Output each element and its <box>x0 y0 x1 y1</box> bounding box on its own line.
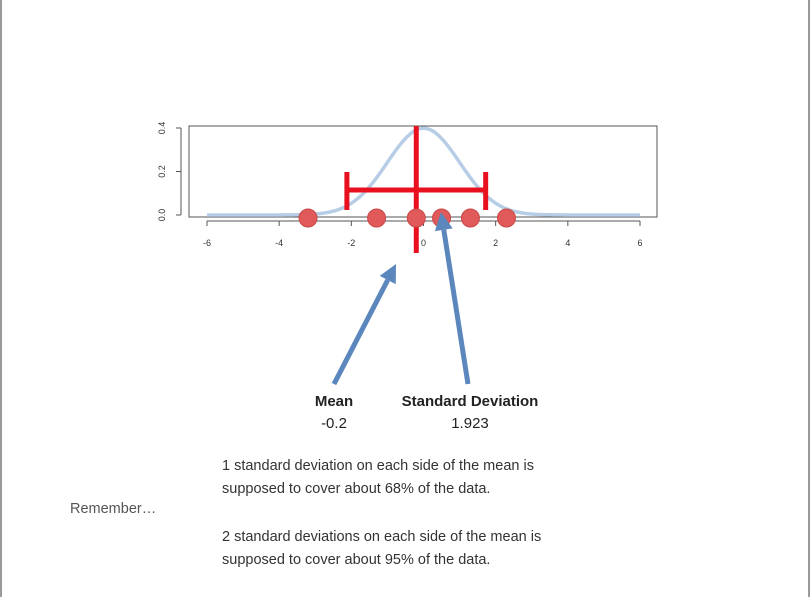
plot-frame <box>188 125 658 218</box>
x-tick-label: 2 <box>493 238 498 248</box>
x-tick-label: 4 <box>565 238 570 248</box>
density-curve <box>207 126 640 217</box>
x-tick-label: -2 <box>347 238 355 248</box>
data-point <box>406 208 426 228</box>
x-tick-label: 0 <box>421 238 426 248</box>
sd-label: Standard Deviation <box>401 393 539 410</box>
data-point <box>367 208 387 228</box>
sd-arrow-shaft <box>441 229 471 385</box>
mean-value: -0.2 <box>321 415 347 432</box>
rule-95-text: 2 standard deviations on each side of th… <box>222 526 541 572</box>
rule-68-line-1: 1 standard deviation on each side of the… <box>222 458 534 474</box>
y-tick-label: 0.2 <box>157 165 167 178</box>
sd-value: 1.923 <box>451 415 489 432</box>
y-tick-label: 0.4 <box>157 122 167 135</box>
rule-95-line-2: supposed to cover about 95% of the data. <box>222 552 491 568</box>
x-tick-label: -4 <box>275 238 283 248</box>
rule-68-text: 1 standard deviation on each side of the… <box>222 455 534 501</box>
rule-95-line-1: 2 standard deviations on each side of th… <box>222 529 542 545</box>
data-point <box>298 208 318 228</box>
mean-arrow-shaft <box>331 278 390 386</box>
remember-label: Remember… <box>70 501 157 517</box>
x-tick-label: -6 <box>203 238 211 248</box>
y-tick-label: 0.0 <box>157 209 167 222</box>
sd-arrow-head <box>434 212 453 232</box>
mean-arrow-head <box>379 264 396 285</box>
mean-label: Mean <box>314 393 354 410</box>
data-point <box>496 208 516 228</box>
x-tick-label: 6 <box>637 238 642 248</box>
data-point <box>460 208 480 228</box>
rule-68-line-2: supposed to cover about 68% of the data. <box>222 481 491 497</box>
